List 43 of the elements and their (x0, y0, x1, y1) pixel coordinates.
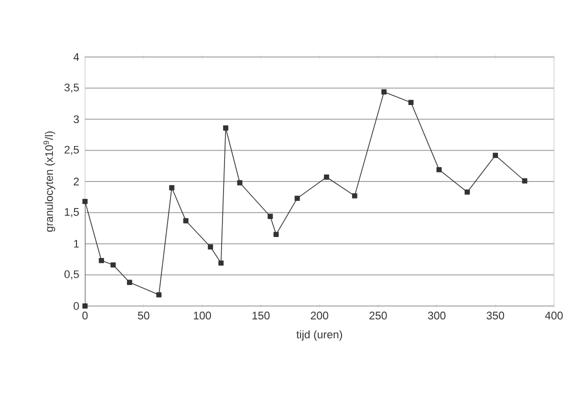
point (183, 218, 188, 224)
x-axis-title: tijd (uren) (296, 330, 342, 341)
point (492, 152, 498, 158)
point (169, 185, 174, 190)
x-tick-label: 350 (486, 312, 504, 320)
point (237, 180, 242, 186)
y-tick-label: 2,5 (64, 146, 79, 155)
point (110, 262, 116, 268)
point (82, 303, 88, 309)
y-tick-label: 3 (74, 115, 79, 124)
point (408, 100, 414, 106)
x-tick-label: 200 (310, 312, 328, 320)
y-tick-label: 0 (74, 302, 79, 310)
x-tick-label: 250 (370, 312, 387, 320)
y-tick-label: 1 (74, 240, 79, 248)
point (156, 292, 162, 298)
x-tick-label: 100 (194, 312, 211, 320)
point (352, 193, 358, 198)
x-tick-label: 300 (428, 312, 446, 320)
point (464, 189, 470, 195)
point (324, 174, 330, 180)
y-tick-label: 2 (74, 178, 79, 186)
y-tick-label: 1,5 (64, 208, 79, 218)
point (436, 167, 442, 172)
point (126, 280, 132, 285)
point (218, 260, 224, 266)
x-tick-label: 0 (82, 312, 88, 320)
y-tick-label: 0,5 (64, 270, 79, 280)
point (223, 125, 228, 131)
point (98, 258, 104, 264)
point (82, 198, 88, 204)
point (294, 196, 300, 201)
x-tick-label: 400 (545, 312, 563, 320)
y-tick-label: 3,5 (64, 84, 79, 93)
point (522, 178, 528, 184)
x-tick-label: 50 (138, 312, 150, 320)
point (381, 89, 387, 94)
point (268, 214, 273, 219)
y-tick-label: 4 (73, 53, 80, 61)
point (208, 244, 214, 250)
x-tick-label: 150 (252, 312, 270, 320)
y-axis-title: granulocyten (x10$^{9}$/l) (44, 131, 56, 232)
point (274, 232, 279, 238)
